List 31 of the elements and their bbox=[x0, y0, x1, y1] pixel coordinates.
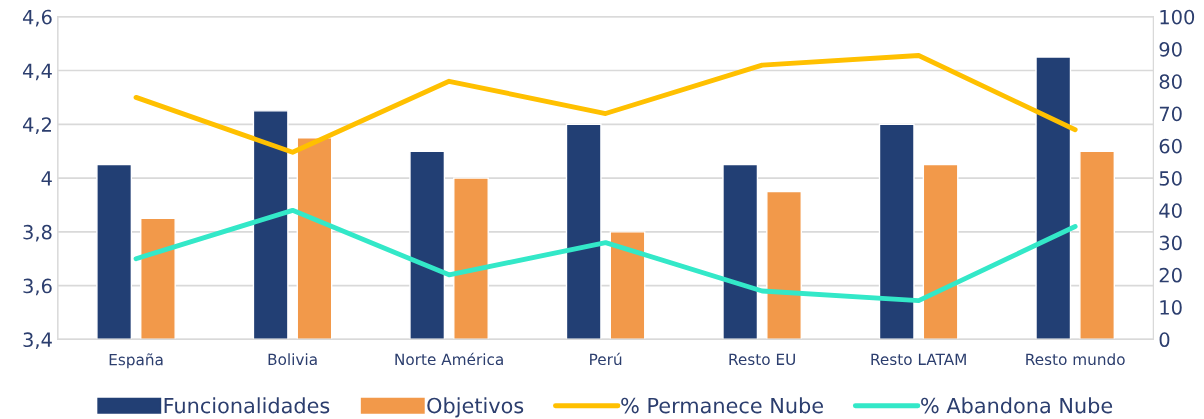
y-tick-label: 3,4 bbox=[23, 332, 52, 350]
x-tick-label: Resto LATAM bbox=[871, 353, 966, 366]
y2-tick-label: 100 bbox=[1160, 9, 1195, 25]
y2-tick-label: 50 bbox=[1159, 171, 1182, 186]
y-tick-label: 4,6 bbox=[22, 9, 52, 27]
y-tick-label: 3,8 bbox=[23, 224, 52, 242]
legend-label: % Abandona Nube bbox=[921, 397, 1113, 414]
y-tick-label: 3,6 bbox=[23, 278, 52, 296]
x-tick-label: Perú bbox=[590, 352, 622, 366]
y2-tick-label: 30 bbox=[1159, 235, 1182, 251]
x-tick-label: España bbox=[109, 353, 163, 369]
legend-label: Objetivos bbox=[427, 397, 524, 418]
y2-tick-label: 40 bbox=[1159, 203, 1182, 218]
y-tick-label: 4,2 bbox=[22, 117, 51, 134]
x-tick-label: Resto mundo bbox=[1026, 353, 1125, 366]
y2-tick-label: 20 bbox=[1159, 267, 1182, 283]
y-tick-label: 4 bbox=[41, 171, 52, 186]
y2-tick-label: 60 bbox=[1159, 138, 1182, 154]
y2-tick-label: 10 bbox=[1160, 300, 1182, 315]
x-tick-label: Bolivia bbox=[268, 353, 317, 366]
legend-label: % Permanece Nube bbox=[621, 397, 823, 414]
y2-tick-label: 70 bbox=[1159, 106, 1182, 122]
x-tick-label: Resto EU bbox=[729, 353, 795, 366]
y2-tick-label: 0 bbox=[1159, 332, 1170, 348]
y2-tick-label: 90 bbox=[1159, 41, 1182, 57]
legend-label: Funcionalidades bbox=[164, 397, 330, 414]
y-tick-label: 4,4 bbox=[22, 63, 52, 81]
line-series bbox=[133, 207, 1078, 304]
line-series bbox=[133, 53, 1078, 155]
x-tick-label: Norte América bbox=[395, 352, 503, 366]
y2-tick-label: 80 bbox=[1159, 74, 1182, 89]
